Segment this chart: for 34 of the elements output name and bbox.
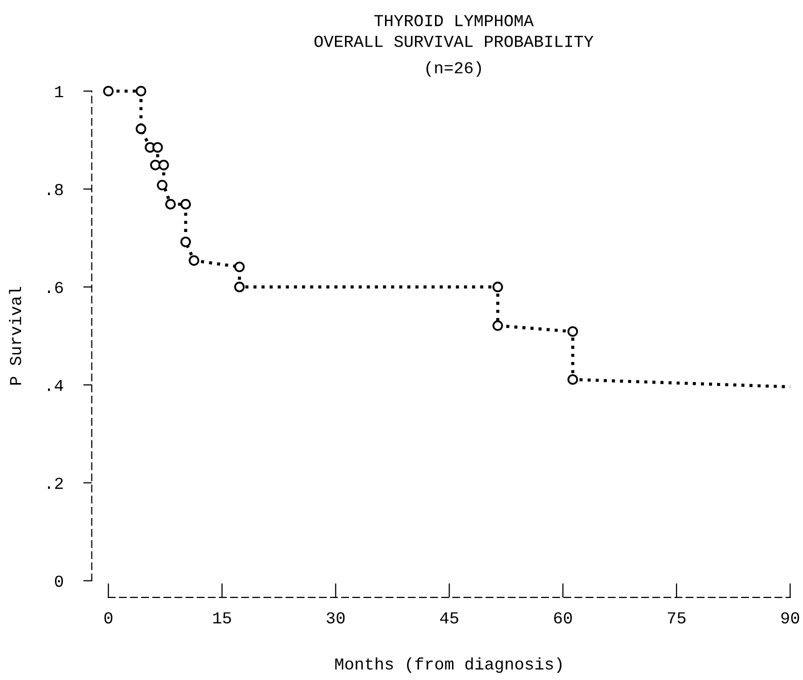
- x-tick-label: 30: [326, 612, 345, 624]
- x-tick-label: 75: [668, 612, 686, 624]
- y-tick-label: .6: [48, 282, 63, 294]
- point: [150, 160, 161, 170]
- x-tick-label: 15: [213, 612, 231, 624]
- point: [136, 86, 146, 96]
- point: [158, 160, 169, 170]
- point: [234, 262, 245, 272]
- point: [180, 236, 191, 248]
- point: [188, 255, 200, 266]
- y-tick-label: 0: [54, 576, 63, 587]
- y-tick-label: .2: [48, 478, 63, 489]
- point: [567, 374, 578, 385]
- y-axis-title: P Survival: [8, 286, 22, 385]
- point: [156, 180, 168, 190]
- point: [136, 124, 146, 134]
- point: [152, 142, 163, 153]
- y-tick-label: .8: [48, 184, 63, 196]
- point: [165, 198, 176, 210]
- point: [567, 326, 578, 337]
- x-tick-label: 60: [554, 612, 572, 624]
- point: [103, 86, 114, 96]
- point: [180, 198, 191, 210]
- point: [234, 282, 245, 292]
- chart-title: THYROID LYMPHOMA: [374, 14, 534, 26]
- point: [492, 320, 504, 331]
- x-tick-label: 45: [440, 612, 458, 624]
- point: [492, 282, 504, 292]
- x-tick-label: 90: [781, 612, 800, 624]
- x-tick-label: 0: [104, 612, 112, 624]
- y-tick-label: 1: [55, 86, 64, 98]
- y-tick-label: .4: [48, 380, 64, 391]
- chart-subtitle: OVERALL SURVIVAL PROBABILITY (n=26): [314, 36, 594, 77]
- x-axis-title: Months (from diagnosis): [335, 657, 562, 673]
